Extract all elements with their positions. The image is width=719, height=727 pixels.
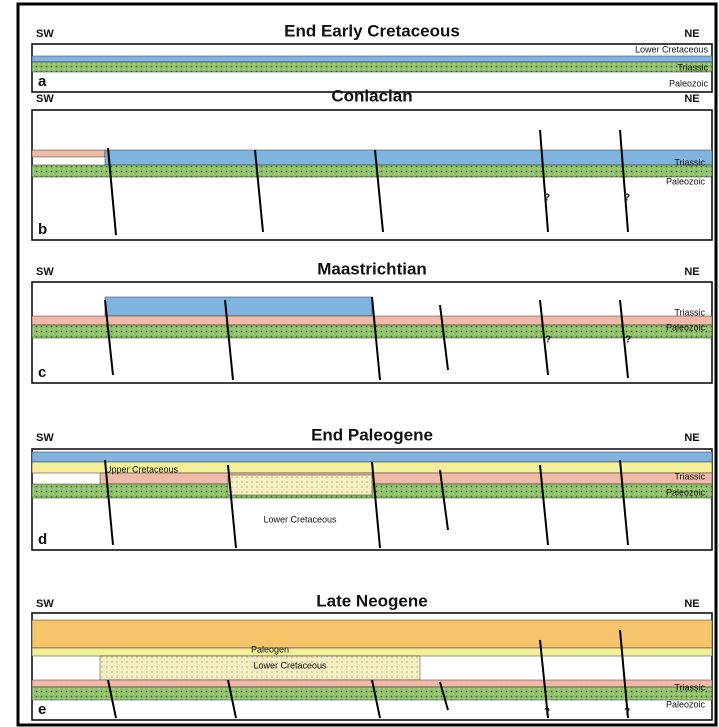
panel-letter: a — [38, 73, 47, 90]
uncertainty-mark: ? — [544, 193, 550, 204]
unit-label: Lower Cretaceous — [253, 660, 327, 670]
panel-letter: c — [38, 364, 46, 381]
strata-layer — [32, 56, 712, 62]
panel-title: Late Neogene — [316, 591, 427, 610]
unit-label: Paleogen — [251, 644, 289, 654]
uncertainty-mark: ? — [545, 335, 551, 346]
sw-label: SW — [36, 432, 54, 444]
cross-section-figure: End Early Cretaceous SW NE a Lower Cretaceou… — [0, 0, 719, 727]
unit-label: Paleozoic — [666, 322, 706, 332]
unit-label: Triassic — [674, 157, 705, 167]
ne-label: NE — [684, 28, 699, 40]
strata-layer — [32, 648, 712, 656]
strata-layer — [100, 473, 712, 484]
strata-layer — [32, 620, 712, 648]
panel-title: Coniacian — [331, 86, 412, 105]
unit-label: Lower Cretaceous — [635, 44, 709, 54]
panel-title: Maastrichtian — [317, 259, 427, 278]
unit-label: Paleozoic — [666, 487, 706, 497]
sw-label: SW — [36, 93, 54, 105]
unit-label: Triassic — [674, 471, 705, 481]
panel-letter: b — [38, 221, 47, 238]
strata-layer — [105, 297, 372, 316]
sw-label: SW — [36, 266, 54, 278]
panel-title: End Early Cretaceous — [284, 21, 460, 40]
unit-label: Paleozoic — [666, 176, 706, 186]
unit-label: Paleozoic — [669, 78, 709, 88]
unit-label: Paleozoic — [666, 699, 706, 709]
strata-layer — [32, 452, 712, 462]
uncertainty-mark: ? — [624, 707, 630, 718]
unit-label: Triassic — [674, 307, 705, 317]
unit-label: Triassic — [674, 682, 705, 692]
strata-layer — [32, 687, 712, 700]
strata-layer — [32, 325, 712, 338]
sw-label: SW — [36, 28, 54, 40]
ne-label: NE — [684, 432, 699, 444]
panel-letter: e — [38, 701, 46, 718]
strata-layer — [32, 150, 105, 157]
unit-label: Triassic — [677, 62, 708, 72]
sw-label: SW — [36, 598, 54, 610]
panel-title: End Paleogene — [311, 425, 433, 444]
uncertainty-mark: ? — [624, 193, 630, 204]
ne-label: NE — [684, 266, 699, 278]
strata-layer — [32, 62, 712, 72]
uncertainty-mark: ? — [544, 707, 550, 718]
ne-label: NE — [684, 598, 699, 610]
uncertainty-mark: ? — [625, 335, 631, 346]
unit-label: Upper Cretaceous — [105, 464, 179, 474]
unit-label: Lower Cretaceous — [263, 514, 337, 524]
strata-layer — [228, 475, 372, 495]
ne-label: NE — [684, 93, 699, 105]
panel-letter: d — [38, 531, 47, 548]
strata-layer — [32, 316, 712, 325]
strata-layer — [32, 165, 712, 177]
